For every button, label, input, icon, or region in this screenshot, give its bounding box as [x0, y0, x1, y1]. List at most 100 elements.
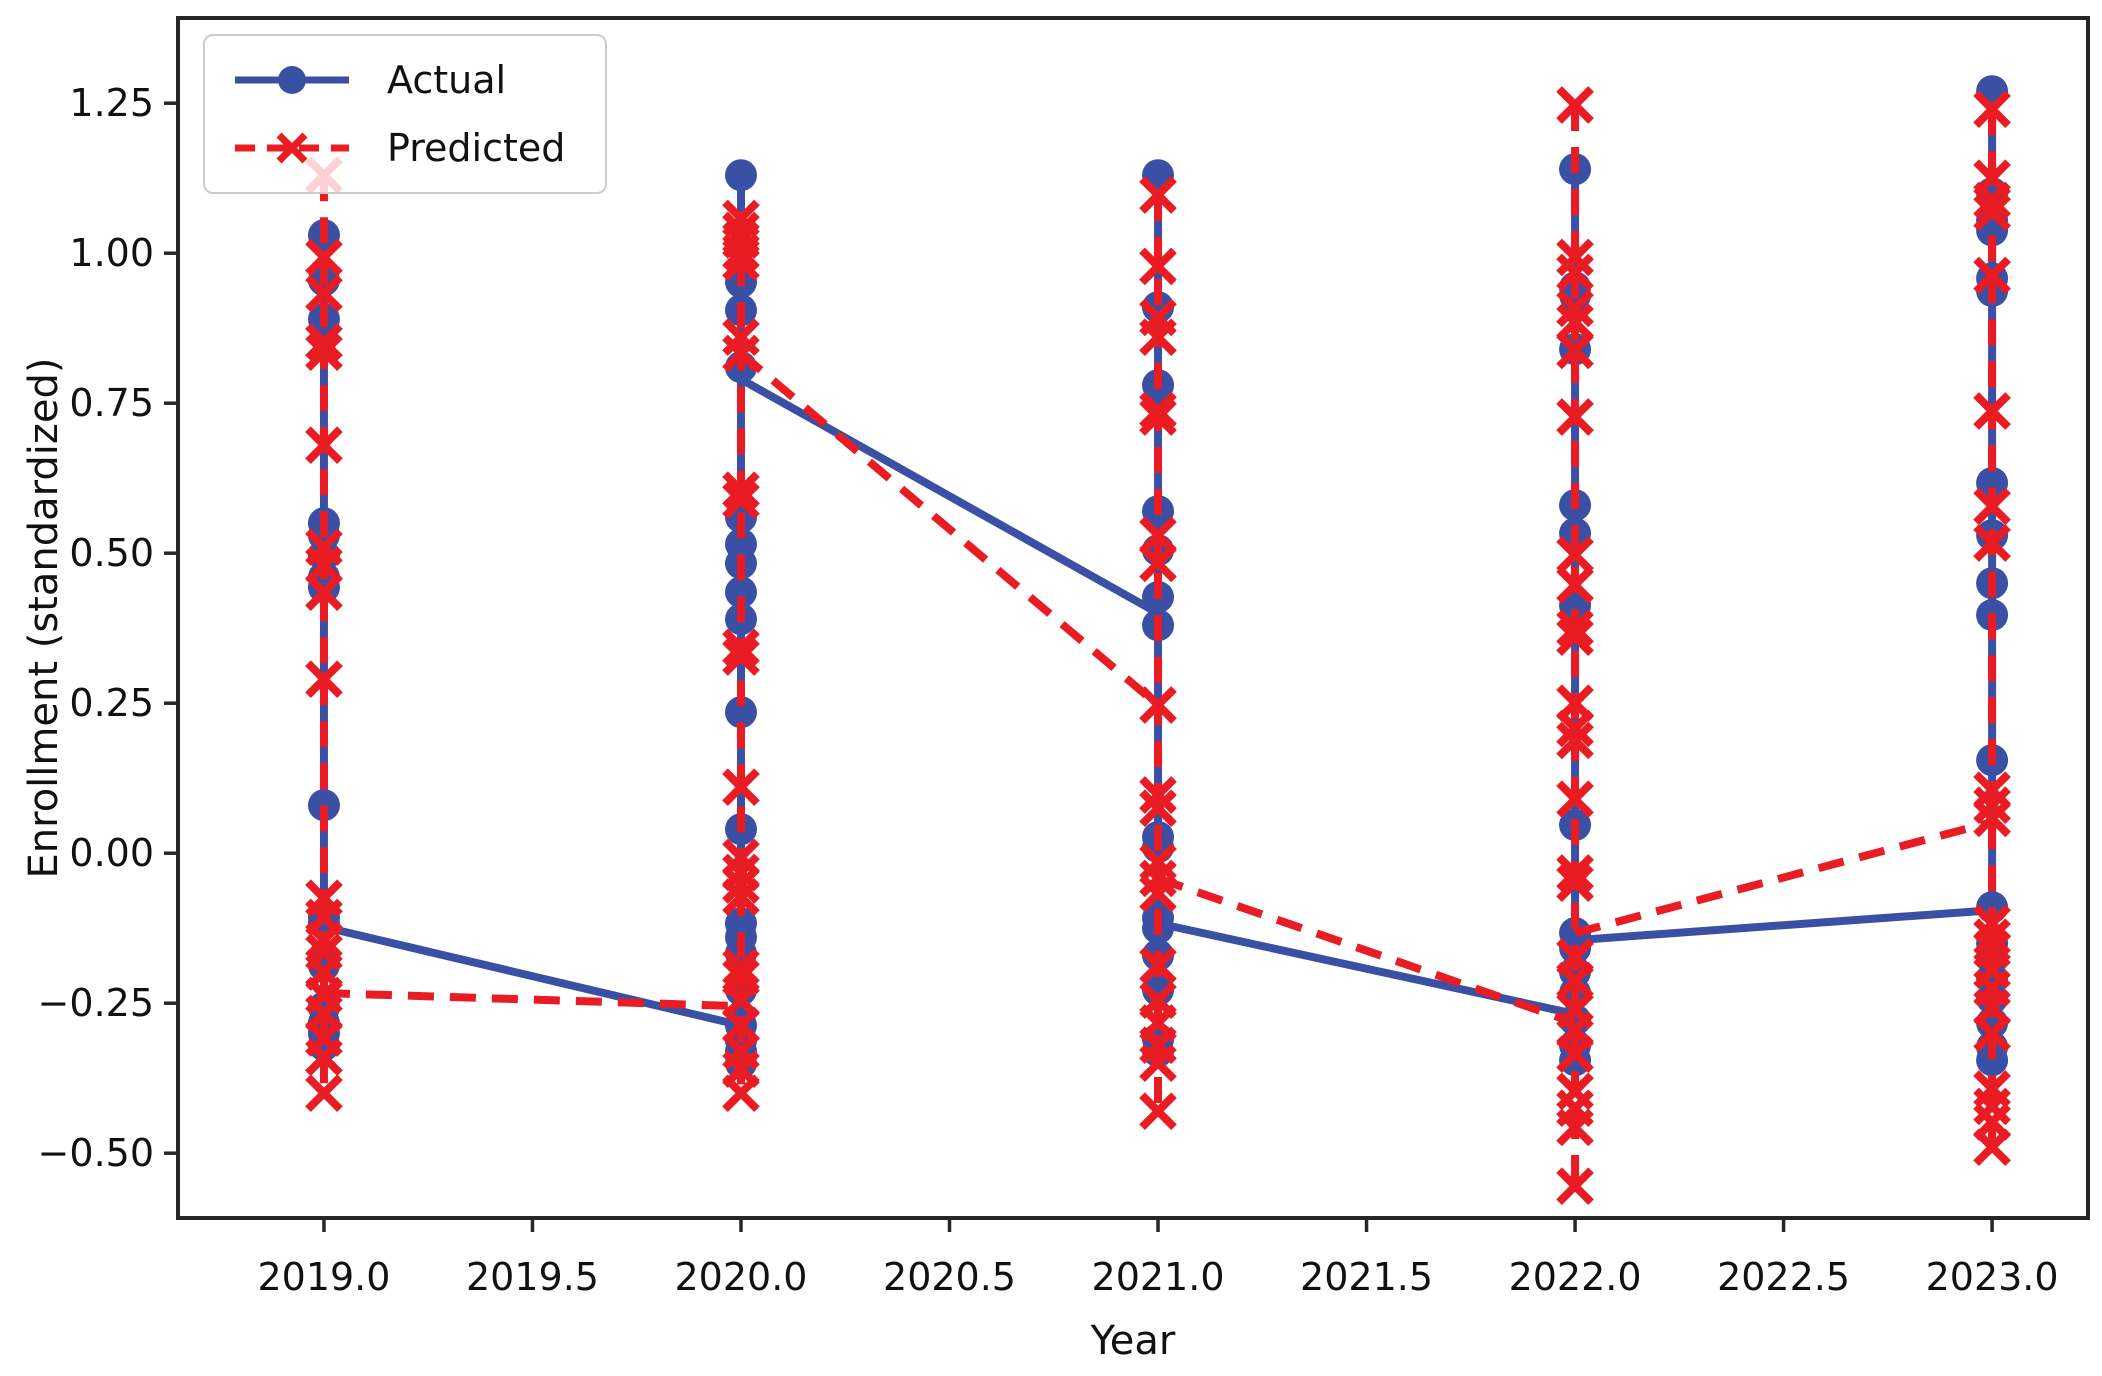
predicted-series-key-icon — [235, 132, 349, 164]
predicted-data-point — [1973, 1128, 2011, 1167]
svg-text:1.25: 1.25 — [69, 81, 154, 125]
predicted-data-point — [1139, 874, 1177, 913]
svg-text:2023.0: 2023.0 — [1926, 1255, 2059, 1299]
predicted-data-point — [1556, 961, 1594, 1000]
predicted-data-point — [1556, 303, 1594, 342]
svg-text:2021.0: 2021.0 — [1092, 1255, 1225, 1299]
predicted-data-point — [1556, 86, 1594, 124]
predicted-data-point — [305, 333, 343, 372]
svg-text:2020.0: 2020.0 — [675, 1255, 808, 1299]
predicted-data-point — [1973, 1014, 2011, 1053]
predicted-data-point — [1973, 918, 2011, 957]
predicted-data-point — [1139, 686, 1177, 724]
predicted-data-point — [722, 1074, 760, 1113]
predicted-data-point — [1556, 854, 1594, 892]
predicted-data-point — [722, 334, 760, 373]
predicted-data-point — [305, 573, 343, 612]
predicted-data-point — [1973, 256, 2011, 295]
svg-text:2019.0: 2019.0 — [257, 1255, 390, 1299]
predicted-data-point — [1973, 799, 2011, 838]
predicted-data-point — [1556, 238, 1594, 277]
predicted-data-point — [1973, 771, 2011, 810]
predicted-data-point — [1973, 392, 2011, 430]
predicted-data-point — [722, 866, 760, 904]
predicted-data-point — [1139, 176, 1177, 214]
legend-item-actual: Actual — [227, 50, 565, 110]
predicted-data-point — [305, 426, 343, 465]
predicted-data-point — [722, 638, 760, 676]
predicted-data-point — [1556, 780, 1594, 819]
predicted-data-point — [1973, 487, 2011, 526]
predicted-data-point — [1556, 398, 1594, 436]
predicted-data-point — [1556, 1035, 1594, 1074]
predicted-data-point — [1139, 318, 1177, 357]
svg-text:2021.5: 2021.5 — [1300, 1255, 1433, 1299]
predicted-data-point — [1973, 524, 2011, 562]
predicted-data-point — [1556, 609, 1594, 648]
svg-text:0.75: 0.75 — [69, 381, 154, 425]
predicted-data-point — [305, 546, 343, 585]
predicted-data-point — [722, 471, 760, 510]
actual-data-point — [1142, 291, 1175, 324]
actual-data-point — [1976, 467, 2009, 499]
predicted-data-point — [722, 878, 760, 916]
svg-text:−0.50: −0.50 — [38, 1131, 154, 1175]
predicted-data-point — [1973, 90, 2011, 129]
predicted-data-point — [1139, 1044, 1177, 1083]
predicted-data-point — [305, 1074, 343, 1113]
predicted-data-point — [1556, 709, 1594, 748]
x-axis-title: Year — [1090, 1318, 1176, 1364]
svg-text:0.25: 0.25 — [69, 681, 154, 725]
actual-data-point — [1976, 1044, 2009, 1077]
legend-label-predicted: Predicted — [387, 126, 566, 170]
predicted-data-point — [305, 238, 343, 277]
predicted-data-point — [1973, 786, 2011, 825]
series-predicted — [305, 86, 2011, 1206]
predicted-data-point — [1139, 516, 1177, 555]
predicted-data-point — [722, 628, 760, 667]
svg-text:2019.5: 2019.5 — [466, 1255, 599, 1299]
predicted-data-point — [1139, 859, 1177, 898]
y-axis-title: Enrollment (standardized) — [21, 357, 67, 879]
predicted-data-point — [1556, 1167, 1594, 1206]
predicted-data-point — [1139, 946, 1177, 985]
predicted-data-point — [1973, 193, 2011, 232]
svg-text:0.00: 0.00 — [69, 831, 154, 875]
x-axis-ticks: 2019.0 2019.5 2020.0 2020.5 2021.0 2021.5 2022… — [257, 1218, 2059, 1299]
predicted-data-point — [305, 1038, 343, 1077]
actual-data-point — [1559, 1044, 1592, 1077]
predicted-data-point — [1973, 1087, 2011, 1126]
predicted-data-point — [1139, 398, 1177, 436]
predicted-data-point — [305, 274, 343, 313]
predicted-data-point — [1139, 391, 1177, 430]
predicted-data-point — [305, 921, 343, 960]
predicted-data-point — [1139, 1092, 1177, 1131]
svg-text:2020.5: 2020.5 — [883, 1255, 1016, 1299]
legend: Actual Predicted — [203, 34, 608, 194]
y-axis-ticks: 1.25 1.00 0.75 0.50 0.25 0.00 −0.25 −0.50 — [38, 81, 178, 1175]
predicted-data-point — [1556, 618, 1594, 657]
predicted-data-point — [1139, 247, 1177, 286]
legend-item-predicted: Predicted — [227, 118, 565, 178]
predicted-data-point — [305, 323, 343, 361]
predicted-data-point — [305, 660, 343, 699]
predicted-data-point — [722, 838, 760, 877]
svg-text:−0.25: −0.25 — [38, 981, 154, 1025]
predicted-data-point — [1556, 1108, 1594, 1147]
svg-text:1.00: 1.00 — [69, 231, 154, 275]
actual-data-point — [724, 576, 757, 609]
actual-data-point — [724, 696, 757, 729]
predicted-data-point — [1556, 721, 1594, 760]
predicted-data-point — [722, 948, 760, 987]
predicted-data-point — [722, 243, 760, 282]
predicted-data-point — [1139, 544, 1177, 583]
predicted-data-point — [1556, 566, 1594, 604]
legend-label-actual: Actual — [387, 58, 507, 102]
actual-data-point — [1142, 974, 1175, 1006]
svg-text:2022.5: 2022.5 — [1717, 1255, 1850, 1299]
predicted-data-point — [1556, 331, 1594, 370]
predicted-data-point — [1973, 181, 2011, 220]
actual-data-point — [724, 159, 757, 192]
